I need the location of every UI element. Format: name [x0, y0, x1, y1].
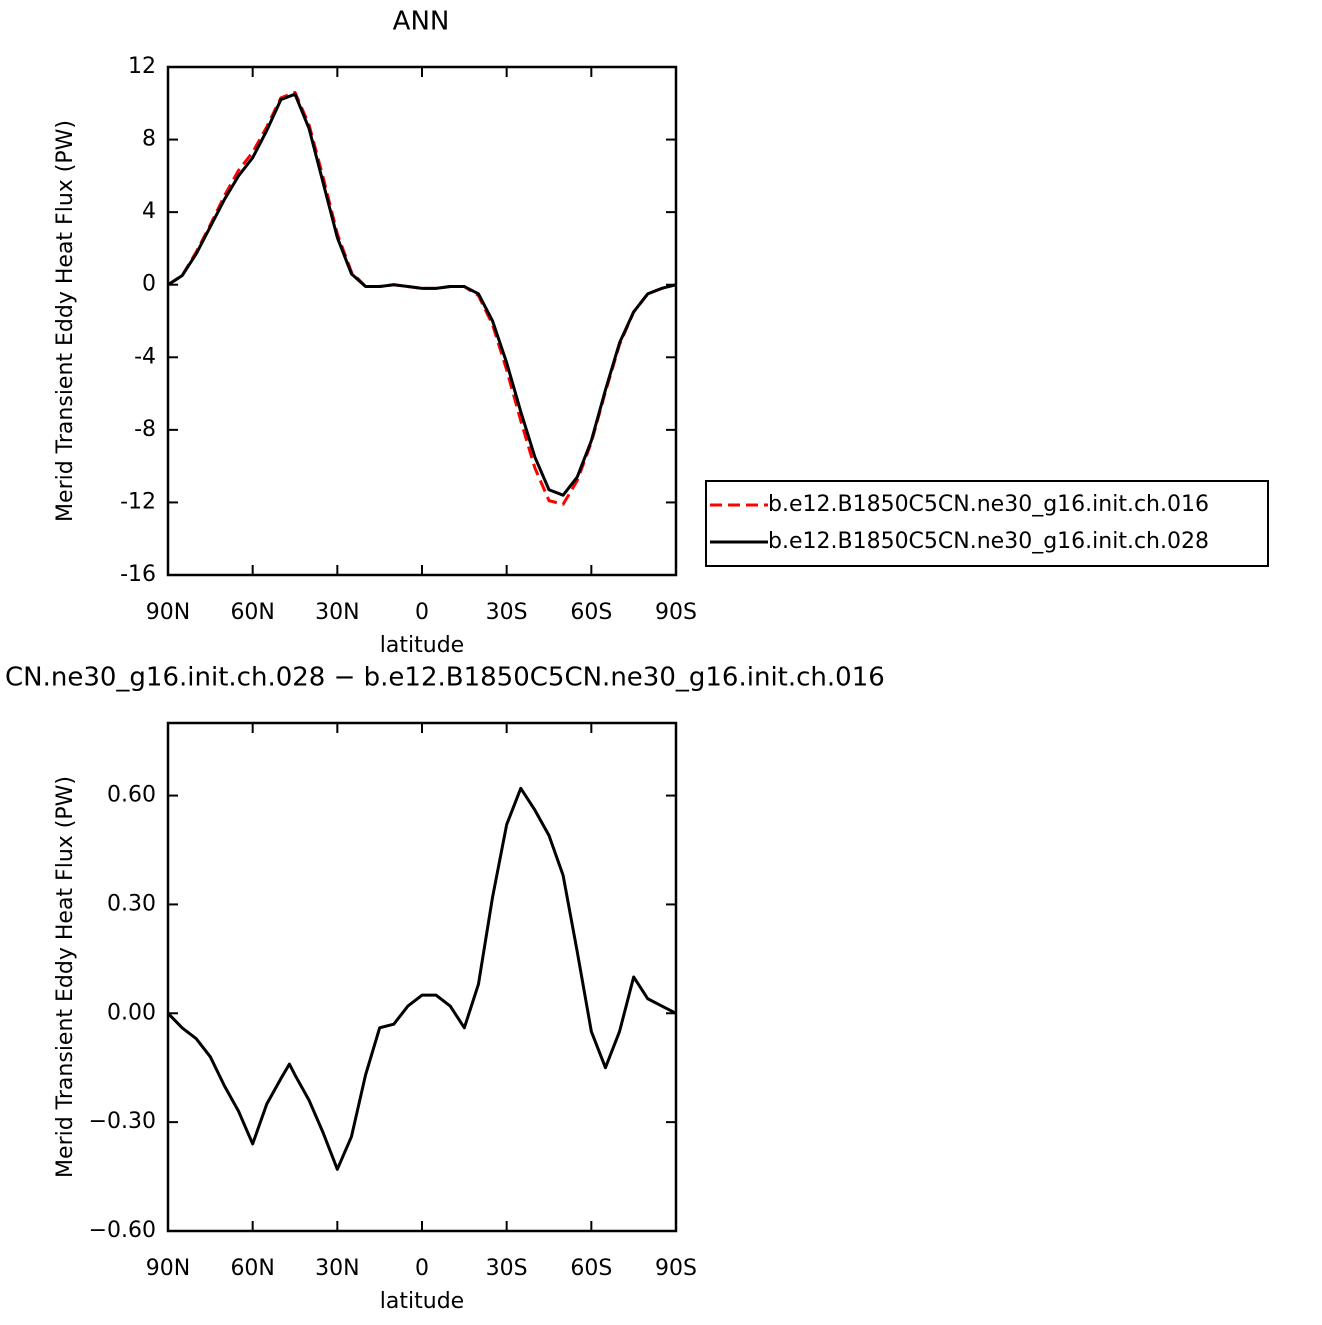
y-tick-label: 0.60: [107, 783, 156, 808]
chart-title: CN.ne30_g16.init.ch.028 − b.e12.B1850C5C…: [5, 663, 885, 693]
x-tick-label: 60S: [570, 1256, 612, 1281]
y-tick-label: 8: [142, 127, 156, 152]
y-tick-label: -16: [120, 562, 156, 587]
y-tick-label: -12: [120, 489, 156, 514]
x-tick-label: 30N: [315, 1256, 359, 1281]
x-tick-label: 0: [415, 1256, 429, 1281]
y-tick-label: −0.30: [89, 1109, 156, 1134]
legend-label: b.e12.B1850C5CN.ne30_g16.init.ch.016: [768, 492, 1209, 517]
y-tick-label: −0.60: [89, 1218, 156, 1243]
chart-title: ANN: [393, 7, 450, 37]
x-tick-label: 90N: [146, 600, 190, 625]
x-axis-label: latitude: [380, 1289, 464, 1314]
y-axis-label: Merid Transient Eddy Heat Flux (PW): [53, 120, 78, 522]
plot-frame: [166, 721, 678, 1233]
x-tick-label: 90S: [655, 1256, 697, 1281]
series-line: [166, 786, 677, 1171]
x-tick-label: 60N: [230, 600, 274, 625]
series-line: [167, 92, 677, 497]
x-tick-label: 30S: [486, 600, 528, 625]
x-tick-label: 30S: [486, 1256, 528, 1281]
legend-box: [705, 480, 1269, 567]
x-tick-label: 90S: [655, 600, 697, 625]
x-tick-label: 60S: [570, 600, 612, 625]
legend-label: b.e12.B1850C5CN.ne30_g16.init.ch.028: [768, 529, 1209, 554]
x-tick-label: 0: [415, 600, 429, 625]
y-tick-label: 0: [142, 272, 156, 297]
y-tick-label: 4: [142, 199, 156, 224]
x-tick-label: 60N: [230, 1256, 274, 1281]
x-axis-label: latitude: [380, 633, 464, 658]
x-tick-label: 30N: [315, 600, 359, 625]
y-tick-label: -4: [134, 344, 156, 369]
plot-frame: [166, 65, 678, 577]
y-axis-label: Merid Transient Eddy Heat Flux (PW): [53, 776, 78, 1178]
y-tick-label: 0.30: [107, 891, 156, 916]
y-tick-label: 12: [128, 54, 156, 79]
y-tick-label: 0.00: [107, 1000, 156, 1025]
series-line: [167, 90, 677, 506]
x-tick-label: 90N: [146, 1256, 190, 1281]
y-tick-label: -8: [134, 417, 156, 442]
